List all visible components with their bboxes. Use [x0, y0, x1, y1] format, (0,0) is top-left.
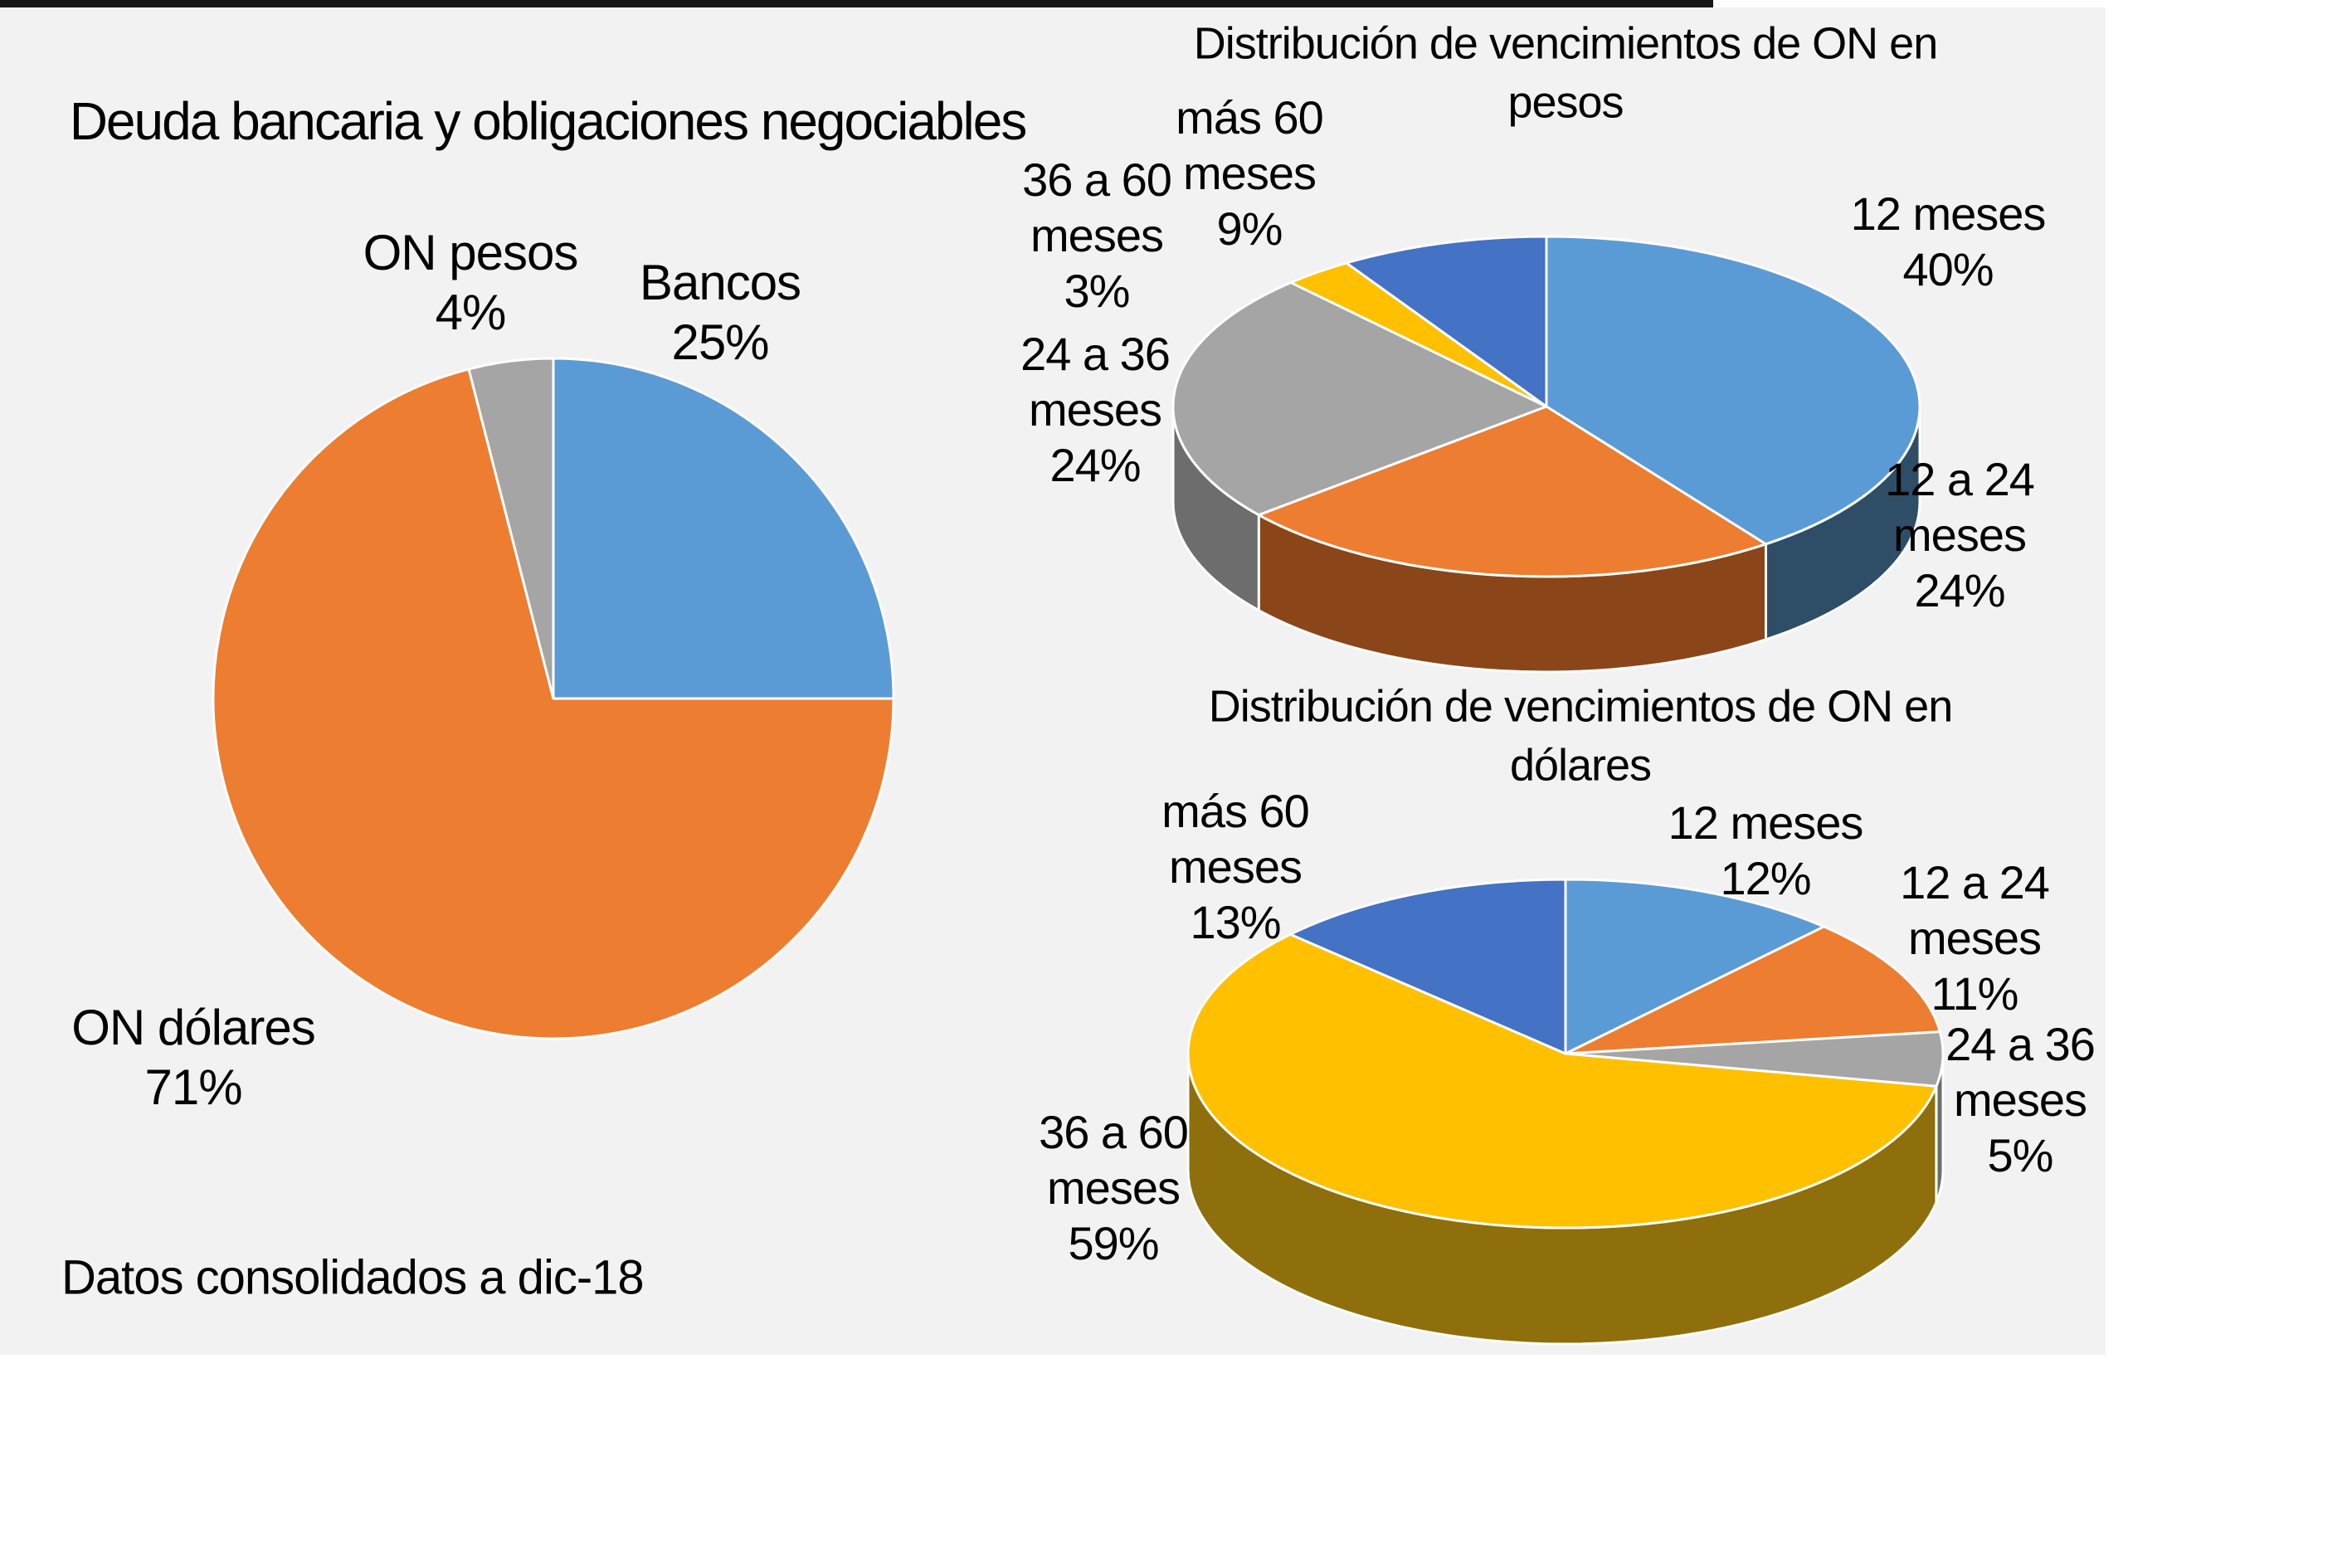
slice-dolares-36-a-60-meses [1186, 933, 1938, 1230]
chart-title-pesos-line1: Distribución de vencimientos de ON en [1193, 18, 1938, 69]
top-border-line [0, 0, 1713, 7]
slice-deuda-on-pesos [467, 357, 555, 700]
chart-title-dolares-line1: Distribución de vencimientos de ON en [1208, 681, 1953, 732]
slice-dolares-12-a-24-meses [1564, 925, 1941, 1055]
slice-dolares-m-s-60-meses [1288, 878, 1567, 1055]
slice-dolares-12-meses [1564, 878, 1825, 1055]
slice-pesos-12-meses [1545, 235, 1921, 546]
slice-deuda-on-d-lares [212, 368, 895, 1040]
slice-pesos-24-a-36-meses [1171, 281, 1548, 517]
chart-title-dolares-line2: dólares [1509, 741, 1652, 791]
footnote-text: Datos consolidados a dic-18 [61, 1250, 645, 1305]
chart-title-pesos-line2: pesos [1507, 78, 1624, 128]
chart-title-deuda: Deuda bancaria y obligaciones negociable… [69, 91, 1028, 151]
slice-pesos-m-s-60-meses [1345, 235, 1548, 408]
chart-title-pesos: Distribución de vencimientos de ON en pe… [1193, 15, 1938, 134]
chart-title-dolares: Distribución de vencimientos de ON en dó… [1208, 678, 1953, 796]
slice-pesos-12-a-24-meses [1257, 405, 1767, 578]
slice-deuda-bancos [552, 357, 895, 700]
